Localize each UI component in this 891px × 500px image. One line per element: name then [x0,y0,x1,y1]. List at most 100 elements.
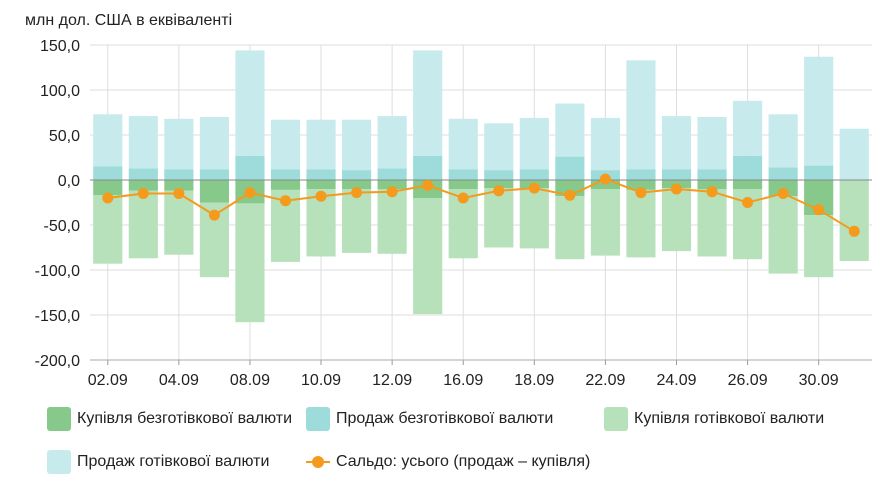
balance-point [457,192,469,204]
balance-line [107,178,855,233]
bar-cash-buy [661,188,692,252]
x-tick-label: 26.09 [728,372,768,389]
legend-item-cash-sell[interactable]: Продаж готівкової валюти [47,450,269,474]
bar-cash-sell [93,114,123,167]
bar-cash-sell [768,114,798,168]
bar-cash-sell [661,116,692,170]
legend-item-noncash-sell[interactable]: Продаж безготівкової валюти [306,407,553,431]
bar-cash-sell [804,56,834,166]
bar-noncash-buy [128,180,158,191]
balance-point [137,188,149,199]
bar-noncash-sell [448,169,478,180]
x-tick-label: 16.09 [443,372,483,389]
bar-cash-sell [306,119,336,170]
balance-point [280,195,291,207]
bar-cash-buy [93,195,123,264]
legend-item-noncash-buy[interactable]: Купівля безготівкової валюти [47,407,292,431]
chart-canvas: 150,0 100,0 50,0 0,0 -50,0 -100,0 -150,0 -200,0… [35,38,872,389]
bar-cash-sell [270,119,301,170]
balance-point [422,179,434,191]
bar-noncash-sell [235,155,265,180]
bar-cash-sell [626,60,656,170]
bar-noncash-sell [733,155,763,180]
bar-noncash-sell [484,170,514,180]
balance-point [386,186,398,198]
legend-label: Купівля готівкової валюти [634,410,825,427]
legend-swatch-cash-buy [604,407,628,431]
balance-point [208,209,220,221]
bar-cash-buy [128,190,158,259]
bar-cash-buy [768,196,798,274]
bar-cash-sell [555,103,585,157]
bar-noncash-sell [164,169,194,180]
bar-cash-buy [519,188,549,249]
y-tick-label: 150,0 [40,38,80,55]
bar-cash-sell [697,117,727,170]
bar-cash-buy [804,215,834,278]
legend-item-balance[interactable]: Сальдо: усього (продаж – купівля) [306,450,590,474]
bar-cash-sell [235,50,265,156]
x-tick-label: 18.09 [514,372,554,389]
y-tick-label: -100,0 [35,263,80,280]
bar-cash-sell [164,118,194,170]
balance-point [848,225,860,237]
bar-noncash-sell [93,166,123,180]
bar-cash-sell [448,118,478,170]
legend-label: Сальдо: усього (продаж – купівля) [336,453,591,470]
bar-cash-sell [377,116,407,169]
x-tick-label: 08.09 [230,372,270,389]
y-tick-label: 0,0 [58,173,80,190]
balance-point [244,187,256,199]
x-tick-label: 04.09 [159,372,199,389]
x-tick-label: 02.09 [88,372,128,389]
bar-noncash-buy [164,180,194,191]
bar-noncash-buy [199,180,229,203]
bar-noncash-buy [377,180,407,189]
balance-point [173,188,185,199]
bar-cash-buy [413,198,443,315]
balance-point [528,182,540,194]
bar-noncash-buy [270,180,301,190]
y-tick-label: 50,0 [49,128,80,145]
y-tick-label: -200,0 [35,353,80,370]
legend-swatch-cash-sell [47,450,71,474]
balance-point [706,186,718,198]
bar-cash-sell [484,123,514,171]
bar-noncash-sell [306,169,336,180]
balance-point [102,192,114,204]
bar-cash-sell [590,117,620,171]
bar-noncash-sell [768,167,798,180]
bar-cash-buy [342,189,372,253]
bar-noncash-sell [377,168,407,180]
legend: Купівля безготівкової валюти Продаж безг… [0,400,891,500]
x-tick-label: 24.09 [656,372,696,389]
bar-noncash-sell [128,168,158,180]
legend-item-cash-buy[interactable]: Купівля готівкової валюти [604,407,824,431]
bar-noncash-sell [519,169,549,180]
bar-cash-buy [555,196,585,260]
bar-cash-buy [590,189,620,256]
bar-cash-buy [626,189,656,258]
y-tick-label: -50,0 [44,218,81,235]
balance-point [493,185,505,197]
balance-point [813,204,825,216]
balance-point [599,173,611,185]
bar-cash-sell [733,100,763,156]
legend-label: Продаж готівкової валюти [77,453,270,470]
bar-cash-sell [839,128,869,180]
bar-noncash-buy [733,180,763,189]
bar-noncash-buy [306,180,336,189]
balance-point [635,187,647,199]
bar-noncash-sell [199,169,229,180]
bar-cash-buy [839,180,869,261]
balance-point [777,188,789,199]
bar-noncash-sell [697,169,727,180]
legend-label: Продаж безготівкової валюти [336,410,554,427]
bar-noncash-buy [484,180,514,189]
bar-cash-buy [484,188,514,248]
bar-noncash-buy [448,180,478,189]
x-tick-label: 10.09 [301,372,341,389]
bar-noncash-sell [626,169,656,180]
bar-cash-buy [235,203,265,323]
balance-point [742,197,754,208]
